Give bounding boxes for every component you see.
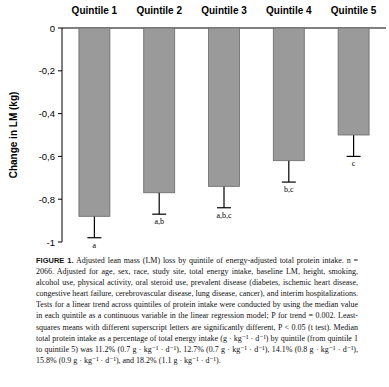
bar [273,28,304,161]
y-tick-label: -0,4 [39,108,55,119]
annotation: a,b,c [216,211,232,220]
y-axis [62,28,63,242]
category-label: Quintile 3 [201,5,247,16]
annotation: a [93,241,97,250]
caption: FIGURE 1. Adjusted lean mass (LM) loss b… [36,255,358,366]
y-tick [58,28,62,29]
y-tick-label: -1 [47,237,55,248]
y-tick-label: -0,8 [39,194,55,205]
bar [79,28,110,216]
category-label: Quintile 1 [72,5,118,16]
bar [144,28,175,193]
y-tick-label: 0 [50,23,55,34]
figure-label: FIGURE 1. [36,256,74,265]
y-tick [58,70,62,71]
annotation: c [352,159,356,168]
error-cap [87,237,101,238]
y-tick-label: -0,6 [39,151,55,162]
caption-text: Adjusted lean mass (LM) loss by quintile… [36,256,358,365]
y-tick [58,113,62,114]
annotation: b,c [284,185,294,194]
category-label: Quintile 2 [136,5,182,16]
y-tick [58,242,62,243]
category-label: Quintile 4 [266,5,312,16]
error-cap [217,207,231,208]
y-tick [58,156,62,157]
y-label: Change in LM (kg) [8,92,19,179]
bar [209,28,240,186]
annotation: a,b [154,217,164,226]
y-tick [58,199,62,200]
category-label: Quintile 5 [331,5,377,16]
error-cap [152,214,166,215]
y-tick-label: -0,2 [39,65,55,76]
bar [338,28,369,135]
error-cap [347,156,361,157]
error-cap [282,181,296,182]
chart: 0 -0,2 -0,4 -0,6 -0,8 -1 Change in LM (kg) Quin… [0,0,389,255]
